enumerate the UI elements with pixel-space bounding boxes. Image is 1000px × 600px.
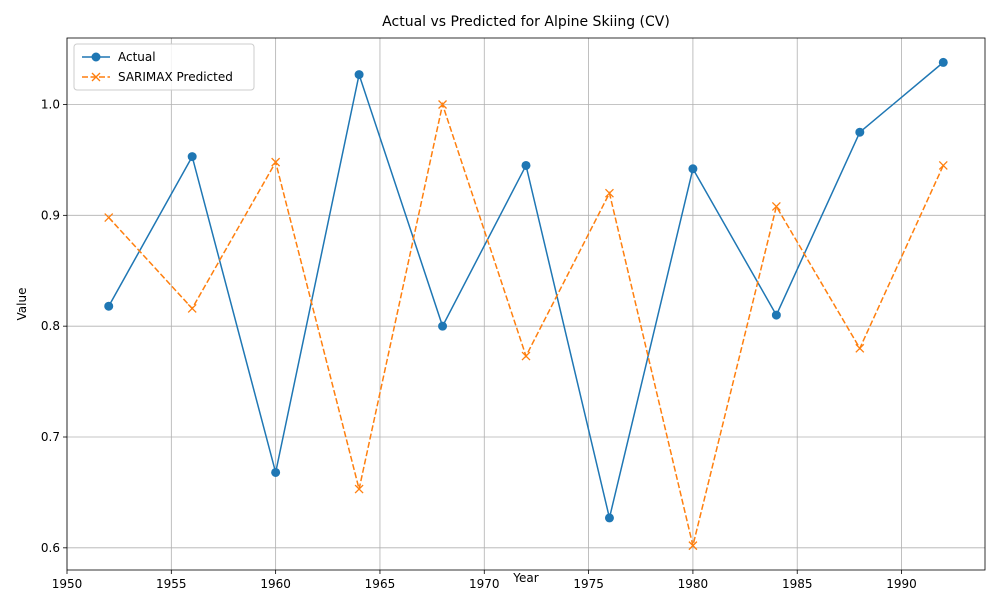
data-point-actual [271, 467, 281, 477]
data-point-actual [187, 152, 197, 162]
data-point-actual [938, 57, 948, 67]
legend: Actual SARIMAX Predicted [73, 43, 255, 91]
legend-marker [91, 72, 101, 82]
data-point-actual [104, 301, 114, 311]
legend-item-actual: Actual [82, 50, 156, 64]
grid [66, 38, 985, 570]
y-axis-ticks: 0.6 0.7 0.8 0.9 1.0 [41, 98, 67, 555]
data-point-sarimax-predicted [438, 100, 448, 109]
chart-title: Actual vs Predicted for Alpine Skiing (C… [382, 14, 670, 30]
series-line-sarimax-predicted [108, 101, 944, 546]
data-point-sarimax-predicted [521, 351, 531, 361]
data-point-sarimax-predicted [271, 157, 281, 167]
x-tick-label: 1970 [469, 577, 500, 591]
x-tick-label: 1960 [260, 577, 291, 591]
series-layer [104, 57, 948, 551]
data-point-actual [855, 127, 865, 137]
data-point-sarimax-predicted [771, 202, 781, 211]
data-point-sarimax-predicted [938, 160, 948, 170]
series-actual [104, 57, 948, 523]
data-point-actual [354, 70, 364, 80]
data-point-actual [688, 164, 698, 174]
data-point-actual [604, 513, 614, 523]
legend-label: SARIMAX Predicted [118, 70, 233, 84]
y-tick-label: 0.7 [41, 430, 60, 444]
x-tick-label: 1975 [573, 577, 604, 591]
data-point-actual [771, 310, 781, 320]
x-tick-label: 1965 [365, 577, 396, 591]
data-point-actual [438, 321, 448, 331]
data-point-sarimax-predicted [604, 188, 614, 198]
legend-item-sarimax-predicted: SARIMAX Predicted [82, 70, 233, 84]
x-tick-label: 1950 [52, 577, 83, 591]
series-line-actual [108, 61, 944, 519]
y-axis-label: Value [15, 288, 29, 321]
data-point-actual [521, 160, 531, 170]
series-sarimax-predicted [104, 100, 948, 551]
data-point-sarimax-predicted [104, 213, 114, 223]
y-tick-label: 0.8 [41, 319, 60, 333]
x-tick-label: 1955 [156, 577, 187, 591]
data-point-sarimax-predicted [187, 303, 197, 313]
x-axis-label: Year [512, 571, 538, 585]
data-point-sarimax-predicted [354, 484, 364, 494]
legend-box [73, 43, 255, 91]
x-tick-label: 1980 [678, 577, 709, 591]
y-tick-label: 0.6 [41, 541, 60, 555]
plot-frame [66, 37, 986, 571]
legend-label: Actual [118, 50, 156, 64]
x-axis-ticks: 1950 1955 1960 1965 1970 1975 1980 1985 1990 [52, 570, 917, 591]
y-tick-label: 0.9 [41, 208, 60, 222]
x-tick-label: 1990 [886, 577, 917, 591]
y-tick-label: 1.0 [41, 98, 60, 112]
data-point-sarimax-predicted [855, 343, 865, 353]
legend-marker [91, 52, 101, 62]
data-point-sarimax-predicted [688, 541, 698, 551]
x-tick-label: 1985 [782, 577, 813, 591]
